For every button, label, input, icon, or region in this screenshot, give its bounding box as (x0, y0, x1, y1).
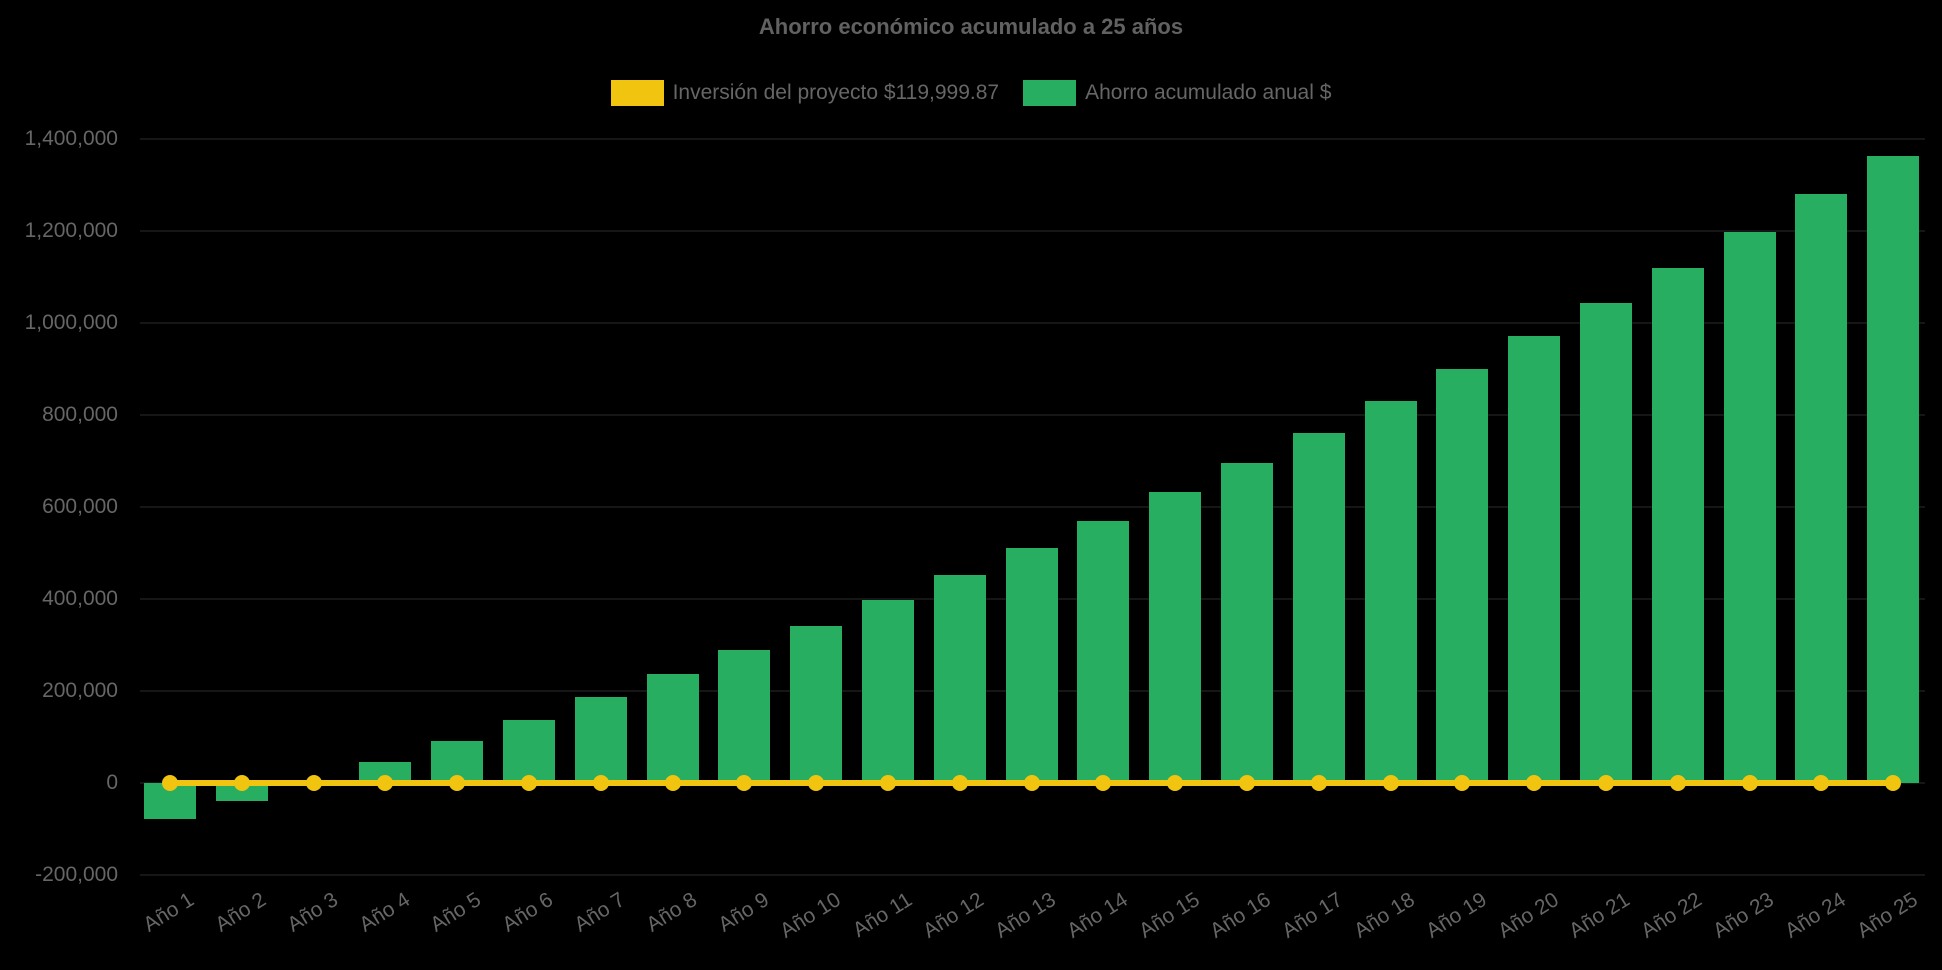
bar-8[interactable] (646, 673, 699, 783)
x-axis-label-12: Año 12 (919, 888, 989, 943)
x-axis-label-16: Año 16 (1206, 888, 1276, 943)
y-axis-label-1,400,000: 1,400,000 (24, 127, 118, 150)
bar-11[interactable] (862, 600, 914, 783)
x-axis-label-7: Año 7 (570, 888, 630, 937)
investment-point-22[interactable] (1669, 775, 1686, 791)
bar-10[interactable] (790, 626, 843, 783)
bar-13[interactable] (1005, 547, 1058, 783)
x-axis-label-4: Año 4 (354, 888, 414, 937)
bar-25[interactable] (1867, 156, 1920, 783)
y-axis-label-0: 0 (106, 771, 118, 794)
y-axis-label-1,200,000: 1,200,000 (24, 219, 118, 242)
x-axis-label-9: Año 9 (713, 888, 773, 937)
chart-title: Ahorro económico acumulado a 25 años (758, 14, 1184, 39)
legend: Inversión del proyecto $119,999.87 Ahorr… (0, 80, 1942, 106)
investment-point-20[interactable] (1526, 775, 1543, 791)
investment-point-25[interactable] (1885, 775, 1902, 791)
y-axis-label-800,000: 800,000 (42, 403, 118, 426)
gridline-1,200,000 (140, 230, 1925, 232)
bar-4[interactable] (359, 761, 412, 783)
investment-point-6[interactable] (521, 775, 537, 791)
investment-point-9[interactable] (736, 775, 753, 791)
bar-18[interactable] (1364, 401, 1417, 783)
bar-24[interactable] (1795, 194, 1848, 783)
x-axis-label-11: Año 11 (848, 888, 917, 942)
bar-17[interactable] (1292, 432, 1345, 783)
legend-item-investment[interactable]: Inversión del proyecto $119,999.87 (610, 80, 1000, 106)
bar-15[interactable] (1149, 491, 1202, 783)
bar-21[interactable] (1580, 302, 1632, 783)
savings-swatch-icon (1023, 80, 1077, 106)
investment-point-19[interactable] (1454, 775, 1471, 791)
x-axis-label-5: Año 5 (426, 888, 486, 937)
investment-point-23[interactable] (1741, 775, 1758, 791)
bar-22[interactable] (1651, 267, 1704, 783)
gridline-600,000 (140, 506, 1925, 508)
investment-point-21[interactable] (1598, 775, 1614, 791)
investment-point-13[interactable] (1023, 775, 1040, 791)
x-axis-label-18: Año 18 (1350, 888, 1419, 943)
x-axis-label-1: Año 1 (139, 888, 199, 937)
x-axis-label-13: Año 13 (991, 888, 1060, 943)
investment-point-18[interactable] (1382, 775, 1399, 791)
y-axis-label-200,000: 200,000 (42, 679, 118, 702)
x-axis-label-21: Año 21 (1565, 888, 1635, 943)
investment-point-1[interactable] (162, 775, 178, 791)
x-axis-label-10: Año 10 (775, 888, 845, 943)
x-axis-label-3: Año 3 (283, 888, 342, 937)
gridline-800,000 (140, 414, 1925, 416)
legend-label-investment: Inversión del proyecto $119,999.87 (672, 81, 1000, 104)
bar-19[interactable] (1436, 369, 1489, 783)
bar-16[interactable] (1221, 462, 1273, 783)
investment-point-15[interactable] (1167, 775, 1184, 791)
investment-point-2[interactable] (233, 775, 250, 791)
investment-point-5[interactable] (449, 775, 466, 791)
bar-14[interactable] (1077, 520, 1130, 783)
x-axis-label-19: Año 19 (1421, 888, 1491, 943)
investment-point-17[interactable] (1310, 775, 1327, 791)
x-axis-label-17: Año 17 (1278, 888, 1348, 943)
investment-point-8[interactable] (664, 775, 681, 791)
y-axis-label-400,000: 400,000 (42, 587, 118, 610)
bar-7[interactable] (574, 697, 627, 783)
bar-6[interactable] (503, 719, 555, 783)
x-axis-label-24: Año 24 (1780, 888, 1850, 943)
y-axis-label-1,000,000: 1,000,000 (24, 311, 118, 334)
gridline-1,400,000 (140, 138, 1925, 140)
bar-12[interactable] (933, 574, 986, 783)
investment-point-7[interactable] (592, 775, 609, 791)
x-axis-label-20: Año 20 (1493, 888, 1563, 943)
investment-swatch-icon (610, 80, 664, 106)
x-axis-label-15: Año 15 (1134, 888, 1204, 943)
bar-20[interactable] (1508, 336, 1561, 783)
investment-point-4[interactable] (377, 775, 394, 791)
x-axis-label-25: Año 25 (1852, 888, 1922, 943)
investment-point-16[interactable] (1239, 775, 1255, 791)
x-axis-label-23: Año 23 (1709, 888, 1778, 943)
gridline--200,000 (140, 874, 1925, 876)
y-axis-label-600,000: 600,000 (42, 495, 118, 518)
y-axis-label--200,000: -200,000 (35, 863, 118, 886)
legend-label-savings: Ahorro acumulado anual $ (1085, 81, 1332, 104)
x-axis-label-2: Año 2 (211, 888, 271, 937)
x-axis-label-8: Año 8 (642, 888, 701, 937)
bar-2[interactable] (215, 783, 268, 802)
investment-point-10[interactable] (808, 775, 825, 791)
x-axis-label-6: Año 6 (498, 888, 558, 937)
investment-point-14[interactable] (1095, 775, 1112, 791)
legend-item-savings[interactable]: Ahorro acumulado anual $ (1023, 80, 1331, 106)
x-axis-label-14: Año 14 (1062, 888, 1132, 943)
investment-point-12[interactable] (951, 775, 968, 791)
bar-9[interactable] (718, 650, 771, 783)
gridline-1,000,000 (140, 322, 1925, 324)
bar-23[interactable] (1723, 231, 1776, 783)
x-axis-label-22: Año 22 (1637, 888, 1707, 943)
investment-point-11[interactable] (880, 775, 896, 791)
investment-point-24[interactable] (1813, 775, 1830, 791)
investment-point-3[interactable] (305, 775, 322, 791)
